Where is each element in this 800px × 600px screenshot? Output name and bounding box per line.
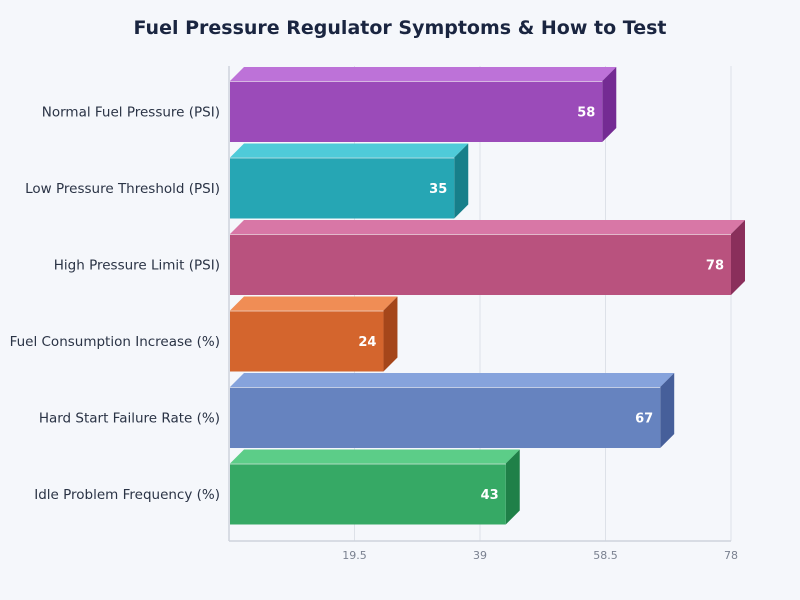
bar-value-label: 78 <box>706 259 724 274</box>
bar-side-face <box>505 449 520 525</box>
bar-value-label: 43 <box>481 488 499 503</box>
category-label: Low Pressure Threshold (PSI) <box>25 181 220 197</box>
bar-front-face <box>230 463 506 525</box>
x-tick-label: 39 <box>473 549 487 562</box>
bar-top-face <box>230 220 745 234</box>
bar-top-face <box>230 67 617 81</box>
bar <box>230 143 469 219</box>
category-label: Hard Start Failure Rate (%) <box>39 411 220 427</box>
bar-front-face <box>230 387 661 448</box>
category-label: Idle Problem Frequency (%) <box>34 487 220 503</box>
bar <box>230 296 398 372</box>
bar-front-face <box>230 234 731 295</box>
bar-value-label: 35 <box>429 182 447 197</box>
bar-front-face <box>230 157 455 219</box>
bar-side-face <box>731 220 745 295</box>
category-label: High Pressure Limit (PSI) <box>54 258 220 274</box>
x-tick-label: 58.5 <box>593 549 618 562</box>
bar-side-face <box>660 373 675 448</box>
bar-value-label: 58 <box>577 106 595 121</box>
bar-top-face <box>230 143 469 158</box>
bar <box>230 220 745 295</box>
bar-top-face <box>230 296 398 311</box>
bar-value-label: 24 <box>358 335 376 350</box>
category-label: Normal Fuel Pressure (PSI) <box>42 105 220 121</box>
bar-top-face <box>230 373 675 387</box>
x-tick-label: 78 <box>724 549 738 562</box>
bar-side-face <box>454 143 469 219</box>
bar <box>230 67 617 142</box>
bar-value-label: 67 <box>635 412 653 427</box>
bar <box>230 373 675 448</box>
bar-side-face <box>383 296 398 372</box>
category-label: Fuel Consumption Increase (%) <box>10 334 220 350</box>
bar-side-face <box>602 67 617 142</box>
x-tick-label: 19.5 <box>342 549 367 562</box>
bar <box>230 449 520 525</box>
bar-front-face <box>230 81 603 142</box>
bar-front-face <box>230 310 384 372</box>
bar-top-face <box>230 449 520 464</box>
chart-title: Fuel Pressure Regulator Symptoms & How t… <box>134 17 667 39</box>
